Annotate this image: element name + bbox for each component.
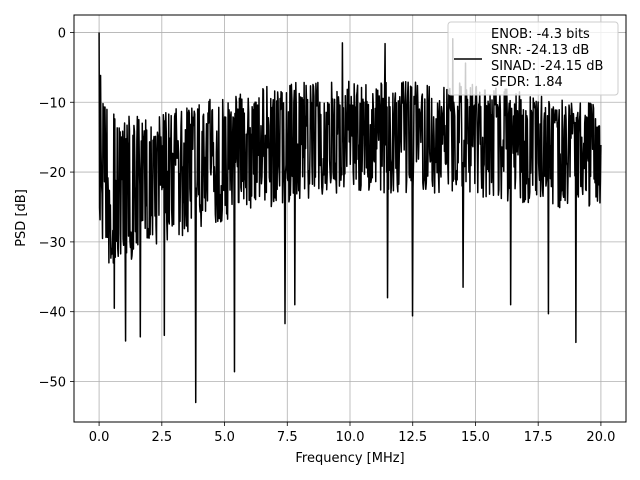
legend-entry-psd: ENOB: -4.3 bits SNR: -24.13 dB SINAD: -24.… bbox=[491, 27, 603, 90]
x-tick-label: 12.5 bbox=[398, 430, 427, 445]
x-tick-label: 2.5 bbox=[151, 430, 172, 445]
x-tick-label: 10.0 bbox=[336, 430, 365, 445]
x-tick-label: 5.0 bbox=[214, 430, 235, 445]
x-tick-label: 0.0 bbox=[89, 430, 110, 445]
y-tick-label: −40 bbox=[39, 306, 66, 321]
psd-series-line bbox=[98, 32, 602, 404]
x-axis-ticks: 0.0 2.5 5.0 7.5 10.0 12.5 15.0 17.5 20.0 bbox=[89, 422, 615, 445]
legend-text-line: SINAD: -24.15 dB bbox=[491, 59, 603, 74]
legend-box bbox=[447, 21, 619, 96]
x-tick-label: 17.5 bbox=[524, 430, 553, 445]
x-tick-label: 15.0 bbox=[461, 430, 490, 445]
y-tick-label: −10 bbox=[39, 96, 66, 111]
x-axis-label: Frequency [MHz] bbox=[295, 451, 404, 466]
y-axis-ticks: 0 −10 −20 −30 −40 −50 bbox=[39, 26, 74, 391]
y-axis-label: PSD [dB] bbox=[14, 189, 29, 247]
legend: ENOB: -4.3 bits SNR: -24.13 dB SINAD: -24.… bbox=[447, 21, 619, 96]
y-tick-label: −50 bbox=[39, 376, 66, 391]
legend-text-line: ENOB: -4.3 bits bbox=[491, 27, 590, 42]
x-tick-label: 20.0 bbox=[586, 430, 615, 445]
x-tick-label: 7.5 bbox=[277, 430, 298, 445]
y-tick-label: 0 bbox=[58, 26, 66, 41]
plot-area bbox=[98, 32, 602, 404]
y-tick-label: −20 bbox=[39, 166, 66, 181]
y-tick-label: −30 bbox=[39, 236, 66, 251]
legend-text-line: SNR: -24.13 dB bbox=[491, 43, 589, 58]
legend-text-line: SFDR: 1.84 bbox=[491, 75, 563, 90]
